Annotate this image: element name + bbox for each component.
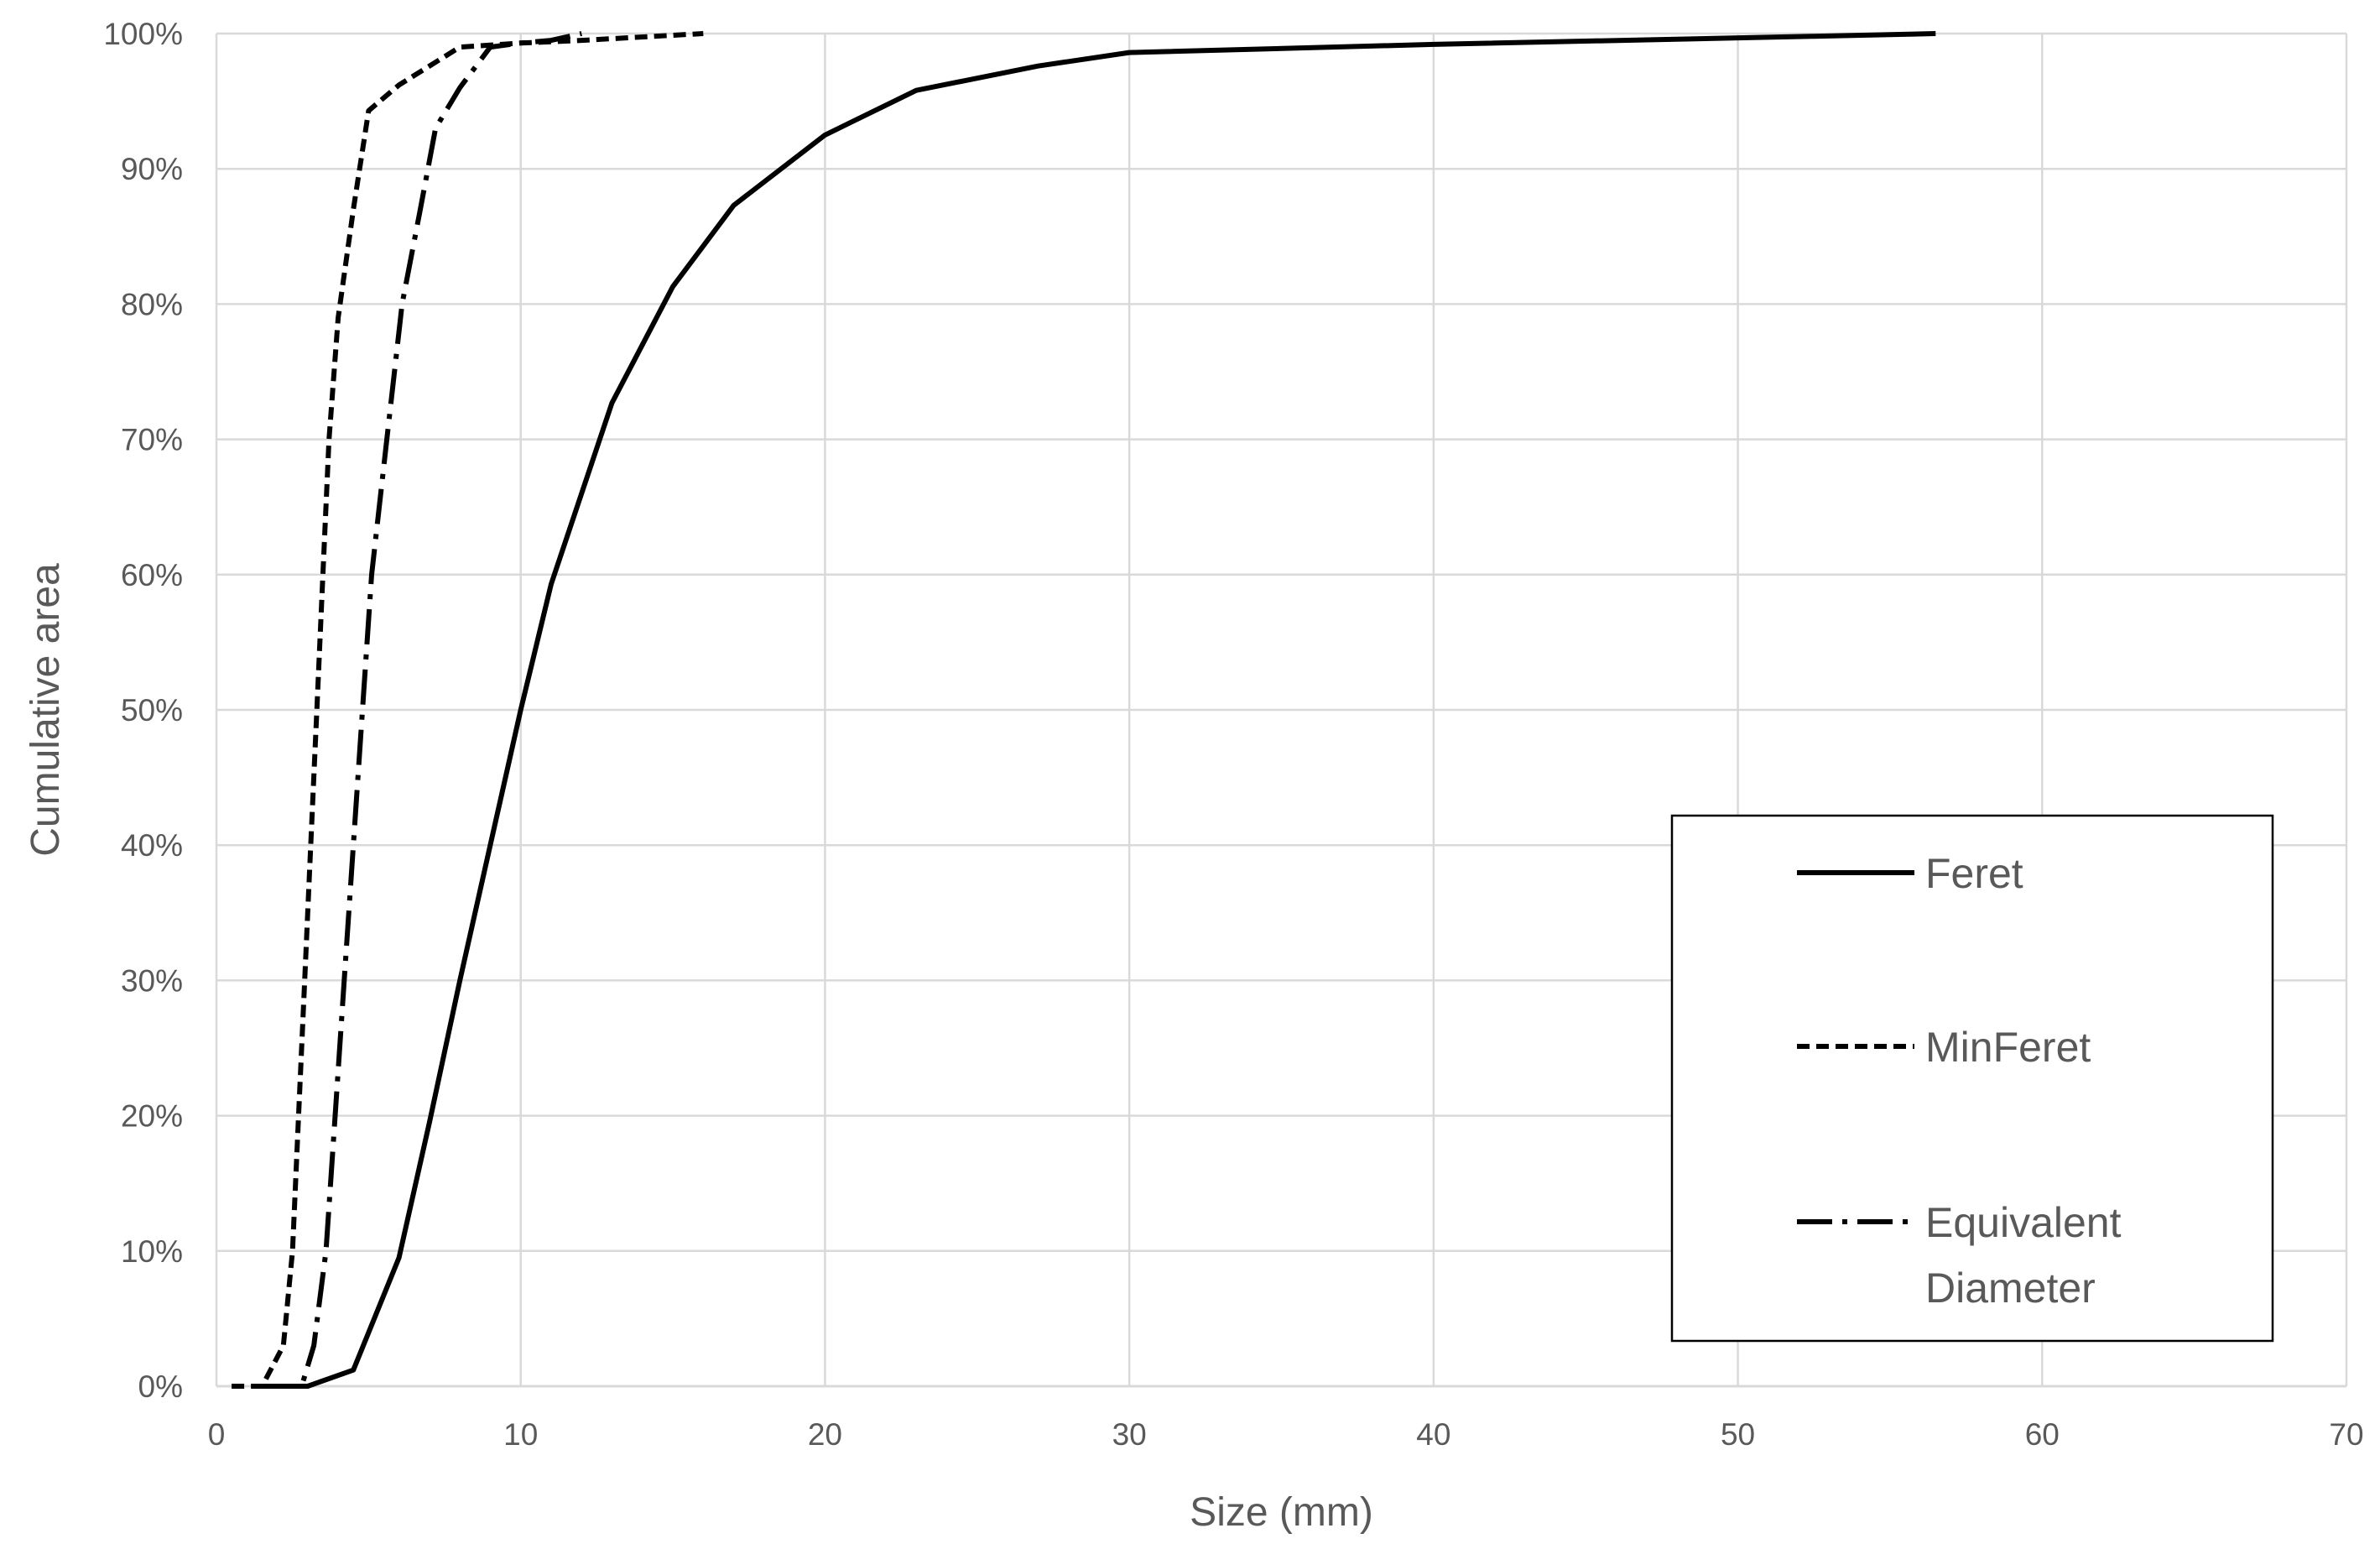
tick-labels: 0% 10% 20% 30% 40% 50% 60% 70% 80% 90% 100% 0 10 20 30… [103,17,2363,1452]
y-tick-label-50: 50% [121,693,183,728]
y-tick-label-90: 90% [121,152,183,186]
gridlines [215,32,2348,1388]
x-tick-label-0: 0 [208,1417,226,1452]
series-line-equivalent-diameter [262,31,582,1389]
x-tick-label-20: 20 [808,1417,842,1452]
y-tick-label-10: 10% [121,1234,183,1269]
y-tick-label-60: 60% [121,558,183,592]
legend-label-minferet: MinFeret [1925,1024,2091,1071]
y-tick-label-40: 40% [121,828,183,863]
series-line-minferet [232,31,704,1389]
y-tick-label-20: 20% [121,1099,183,1134]
x-tick-label-30: 30 [1112,1417,1147,1452]
series-line-feret [262,31,1936,1389]
x-axis-title: Size (mm) [1190,1490,1373,1535]
x-tick-label-10: 10 [503,1417,538,1452]
x-tick-label-40: 40 [1416,1417,1450,1452]
x-tick-label-60: 60 [2025,1417,2060,1452]
y-tick-label-100: 100% [103,17,183,51]
y-tick-label-0: 0% [138,1369,183,1404]
x-tick-label-70: 70 [2329,1417,2363,1452]
series-lines [232,31,1936,1389]
y-tick-label-70: 70% [121,423,183,457]
legend-label-equivalent-diameter: Equivalent Diameter [1925,1199,2122,1312]
legend: Feret MinFeret Equivalent Diameter [1670,814,2274,1343]
legend-label-feret: Feret [1925,850,2023,897]
x-tick-label-50: 50 [1721,1417,1755,1452]
y-tick-label-30: 30% [121,963,183,998]
y-axis-title: Cumulative area [23,563,68,857]
legend-box [1670,814,2274,1343]
y-tick-label-80: 80% [121,287,183,321]
